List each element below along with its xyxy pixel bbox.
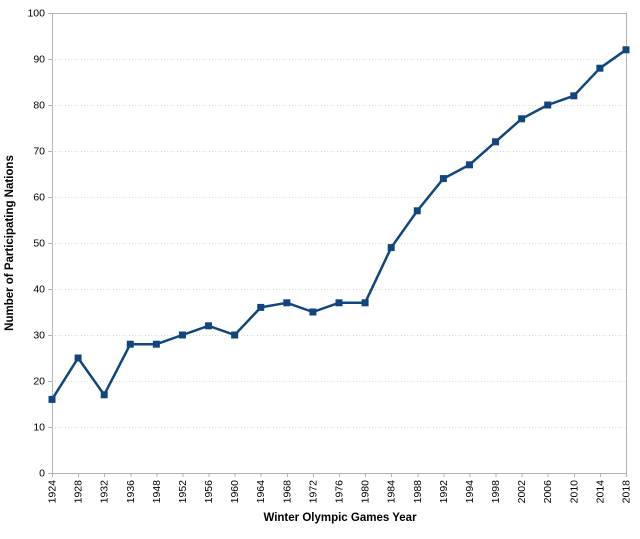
x-axis-title: Winter Olympic Games Year <box>263 512 417 524</box>
y-tick-label: 40 <box>33 284 45 296</box>
series-line <box>50 48 628 401</box>
data-point-marker <box>439 175 447 183</box>
x-tick-label: 1936 <box>125 480 137 504</box>
series-layer <box>48 46 630 403</box>
data-point-marker <box>309 308 317 316</box>
data-point-marker <box>544 101 552 109</box>
tick-label-layer: 0 10 20 30 40 50 60 70 80 90 100 1924 1928 1932 1936 19… <box>27 8 632 504</box>
data-point-marker <box>126 340 134 348</box>
y-tick-label: 50 <box>33 238 45 250</box>
x-tick-label: 2002 <box>516 480 528 504</box>
gridline-layer <box>52 59 627 428</box>
data-point-marker <box>387 244 395 252</box>
x-tick-label: 1976 <box>334 480 346 504</box>
y-tick-label: 30 <box>33 330 45 342</box>
x-tick-label: 1984 <box>386 480 398 504</box>
x-tick-label: 2014 <box>594 480 606 504</box>
x-tick-label: 1952 <box>177 480 189 504</box>
data-point-marker <box>100 391 108 399</box>
y-tick-label: 10 <box>33 422 45 434</box>
y-tick-label: 80 <box>33 100 45 112</box>
data-point-marker <box>596 64 604 72</box>
x-tick-label: 1992 <box>438 480 450 504</box>
data-point-marker <box>622 46 630 54</box>
y-tick-label: 60 <box>33 192 45 204</box>
x-tick-label: 1932 <box>99 480 111 504</box>
data-point-marker <box>413 207 421 215</box>
y-tick-label: 90 <box>33 54 45 66</box>
data-point-marker <box>74 354 82 362</box>
x-tick-label: 1924 <box>47 480 59 504</box>
data-point-marker <box>257 303 265 311</box>
data-point-marker <box>231 331 239 339</box>
data-point-marker <box>361 299 369 307</box>
data-point-marker <box>205 322 213 330</box>
data-point-marker <box>178 331 186 339</box>
x-tick-label: 1980 <box>360 480 372 504</box>
y-tick-label: 0 <box>39 468 45 480</box>
x-tick-label: 1968 <box>281 480 293 504</box>
x-tick-label: 1956 <box>203 480 215 504</box>
y-axis-title: Number of Participating Nations <box>4 155 16 331</box>
data-point-marker <box>152 340 160 348</box>
x-tick-label: 1960 <box>229 480 241 504</box>
y-tick-label: 20 <box>33 376 45 388</box>
x-tick-label: 2018 <box>621 480 633 504</box>
data-point-marker <box>570 92 578 100</box>
x-tick-label: 2006 <box>542 480 554 504</box>
data-point-marker <box>335 299 343 307</box>
x-tick-label: 1928 <box>73 480 85 504</box>
data-point-marker <box>518 115 526 123</box>
data-point-marker <box>465 161 473 169</box>
x-tick-label: 1948 <box>151 480 163 504</box>
x-tick-label: 1998 <box>490 480 502 504</box>
data-point-marker <box>283 299 291 307</box>
x-tick-label: 1964 <box>255 480 267 504</box>
axis-layer <box>48 13 627 477</box>
x-tick-label: 1988 <box>412 480 424 504</box>
y-tick-label: 100 <box>27 8 45 20</box>
data-point-marker <box>48 395 56 403</box>
y-tick-label: 70 <box>33 146 45 158</box>
data-point-marker <box>492 138 500 146</box>
x-tick-label: 2010 <box>568 480 580 504</box>
x-tick-label: 1972 <box>307 480 319 504</box>
x-tick-label: 1994 <box>464 480 476 504</box>
